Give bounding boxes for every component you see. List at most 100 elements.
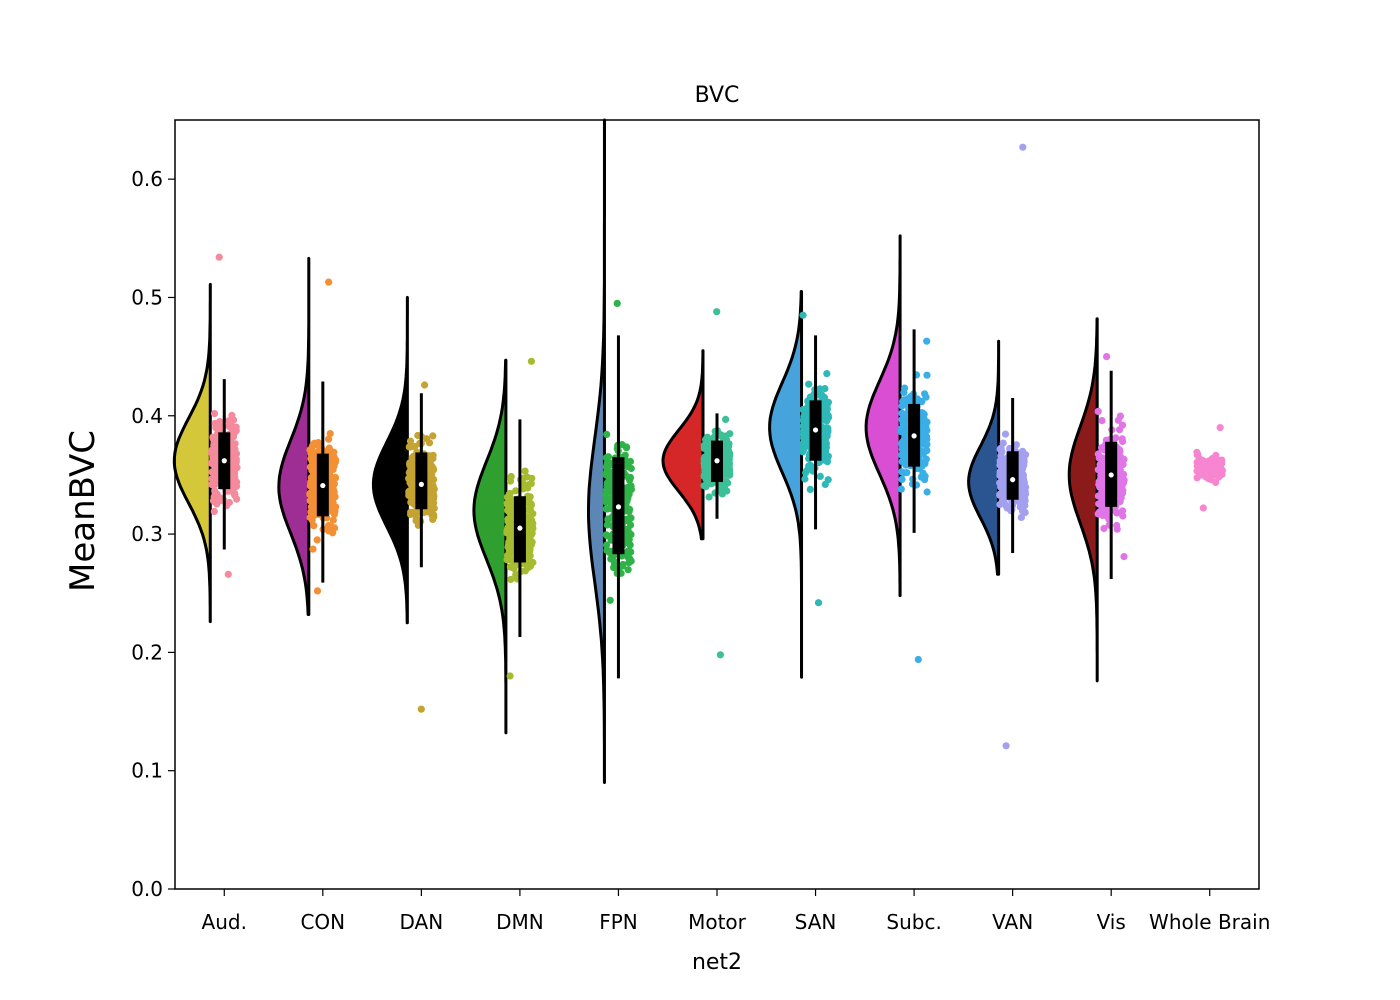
data-point [216,418,224,426]
plot-area [172,118,1226,785]
data-point [310,496,318,504]
data-point [1215,473,1223,481]
data-point [821,480,829,488]
data-point [1020,488,1028,496]
data-point [718,490,727,498]
data-point [328,494,336,502]
data-point [799,405,807,414]
data-point [1193,451,1201,459]
violin-half [587,118,606,785]
data-point [705,493,713,501]
data-point [506,477,515,485]
data-point [528,474,536,482]
y-axis-ticks: 0.0 0.1 0.2 0.3 0.4 0.5 0.6 [131,167,175,901]
violin-half [472,358,508,735]
box-median [911,433,917,439]
data-point [806,485,814,493]
data-point [308,511,316,519]
data-point [505,525,513,533]
data-point [1199,504,1207,512]
x-tick-label: DMN [496,910,544,934]
data-point [210,468,218,476]
data-point [1098,417,1106,425]
data-point [213,490,221,498]
data-point [1002,742,1010,750]
data-point [806,393,814,401]
data-point [627,485,636,493]
data-point [799,423,807,431]
data-point [1199,464,1207,472]
data-point [823,370,831,378]
x-tick-label: FPN [599,910,638,934]
data-point [603,459,612,467]
data-point [999,485,1007,493]
data-point [508,510,516,518]
data-point [805,380,813,388]
y-axis-label: MeanBVC [63,430,103,592]
data-point [421,381,429,389]
data-point [527,527,535,535]
data-point [1017,513,1025,522]
data-point [507,575,515,584]
y-tick-label: 0.2 [131,640,163,664]
data-point [1216,424,1224,432]
data-point [426,504,434,513]
data-point [1103,353,1111,361]
box-median [221,458,227,464]
data-point [724,453,732,461]
data-point [224,570,232,578]
data-point [525,542,534,550]
data-point [921,476,929,484]
data-point [207,459,216,467]
data-point [1018,504,1026,512]
data-point [209,476,217,484]
data-point [923,371,931,379]
data-point [618,441,626,449]
data-point [619,560,627,569]
data-point [1119,460,1127,469]
data-point [603,521,611,529]
data-point [309,545,317,553]
data-point [208,446,216,454]
data-point [921,390,929,398]
y-tick-label: 0.0 [131,877,163,901]
category-group [967,143,1030,750]
data-point [527,357,536,365]
data-point [799,311,807,319]
data-point [228,422,236,430]
data-point [814,599,823,607]
chart-title: BVC [695,83,740,108]
data-point [624,566,632,574]
data-point [428,463,436,471]
data-point [603,479,611,487]
data-point [506,532,514,540]
data-point [610,564,618,572]
data-point [506,544,514,552]
category-group [472,357,537,735]
data-point [823,405,832,413]
data-point [215,253,223,261]
data-point [417,705,425,713]
data-point [918,462,926,470]
data-point [1001,430,1010,438]
data-point [210,410,219,418]
data-point [1113,525,1121,533]
data-point [1012,441,1020,449]
data-point [817,391,825,399]
category-group [587,118,636,785]
data-point [1103,512,1111,520]
category-group [371,295,438,713]
data-point [411,442,419,451]
data-point [898,475,906,483]
data-point [315,442,323,450]
data-point [923,337,931,345]
box-median [320,482,326,489]
data-point [626,555,634,563]
data-point [429,432,437,440]
x-axis-ticks: Aud. CON DAN DMN FPN Motor SAN Subc. VAN Vis Whole… [202,889,1270,934]
data-point [705,447,713,455]
x-tick-label: Subc. [886,910,941,934]
data-point [526,562,535,570]
data-point [229,482,237,490]
